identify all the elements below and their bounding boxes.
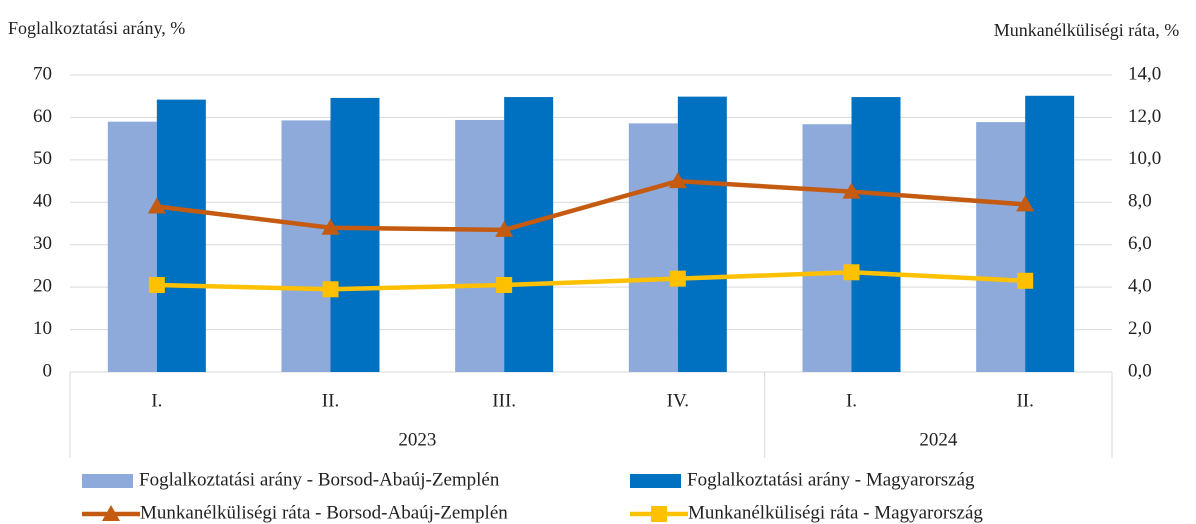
line-marker — [1016, 195, 1035, 212]
y-tick-label: 10 — [33, 318, 52, 339]
x-tick-label: I. — [151, 390, 162, 411]
line-marker — [148, 277, 165, 294]
x-tick-label: II. — [322, 390, 339, 411]
legend-marker — [102, 505, 120, 521]
group-label: 2024 — [919, 429, 958, 450]
line-marker — [668, 172, 687, 189]
group-label: 2023 — [398, 429, 436, 450]
y-tick-label: 20 — [33, 276, 52, 297]
y2-tick-label: 0,0 — [1128, 360, 1152, 381]
bar — [281, 120, 331, 372]
legend-label: Foglalkoztatási arány - Magyarország — [687, 469, 975, 490]
bar — [802, 124, 852, 373]
y2-tick-label: 8,0 — [1128, 191, 1152, 212]
line-marker — [496, 277, 513, 294]
y-tick-label: 50 — [33, 148, 52, 169]
x-tick-label: IV. — [667, 390, 689, 411]
bar — [976, 122, 1026, 373]
y-tick-label: 30 — [33, 233, 52, 254]
y-axis-label: Foglalkoztatási arány, % — [8, 18, 186, 38]
y2-tick-label: 12,0 — [1128, 106, 1161, 127]
x-tick-label: I. — [846, 390, 857, 411]
line-series — [156, 178, 1026, 233]
y-tick-label: 0 — [43, 360, 53, 381]
y2-tick-label: 2,0 — [1128, 318, 1152, 339]
bar — [107, 121, 157, 373]
line-marker — [1017, 272, 1034, 289]
line-marker — [843, 264, 860, 281]
line-marker — [321, 218, 340, 235]
line-marker — [495, 220, 514, 237]
bar — [455, 119, 505, 372]
bar — [504, 97, 554, 372]
line-series — [156, 270, 1026, 292]
legend-label: Munkanélküliségi ráta - Magyarország — [688, 502, 983, 523]
legend-label: Munkanélküliségi ráta - Borsod-Abaúj-Zem… — [140, 502, 508, 523]
y2-tick-label: 10,0 — [1128, 148, 1161, 169]
line-marker — [669, 270, 686, 287]
y-tick-label: 40 — [33, 191, 52, 212]
bar — [1025, 95, 1075, 372]
bar — [628, 123, 678, 373]
y2-tick-label: 14,0 — [1128, 63, 1161, 84]
bar — [851, 97, 901, 372]
legend-swatch — [82, 474, 133, 488]
y2-tick-label: 4,0 — [1128, 276, 1152, 297]
line-marker — [322, 281, 339, 298]
y-tick-label: 70 — [33, 63, 52, 84]
legend-label: Foglalkoztatási arány - Borsod-Abaúj-Zem… — [139, 469, 500, 490]
y2-axis-label: Munkanélküliségi ráta, % — [993, 20, 1180, 40]
x-tick-label: II. — [1016, 390, 1033, 411]
bar — [156, 99, 206, 372]
bar — [677, 96, 727, 372]
x-tick-label: III. — [492, 390, 516, 411]
legend-marker — [651, 506, 667, 522]
bar — [330, 97, 380, 372]
line-marker — [842, 182, 861, 199]
legend-swatch — [630, 474, 681, 488]
y-tick-label: 60 — [33, 106, 52, 127]
y2-tick-label: 6,0 — [1128, 233, 1152, 254]
line-marker — [147, 197, 166, 214]
